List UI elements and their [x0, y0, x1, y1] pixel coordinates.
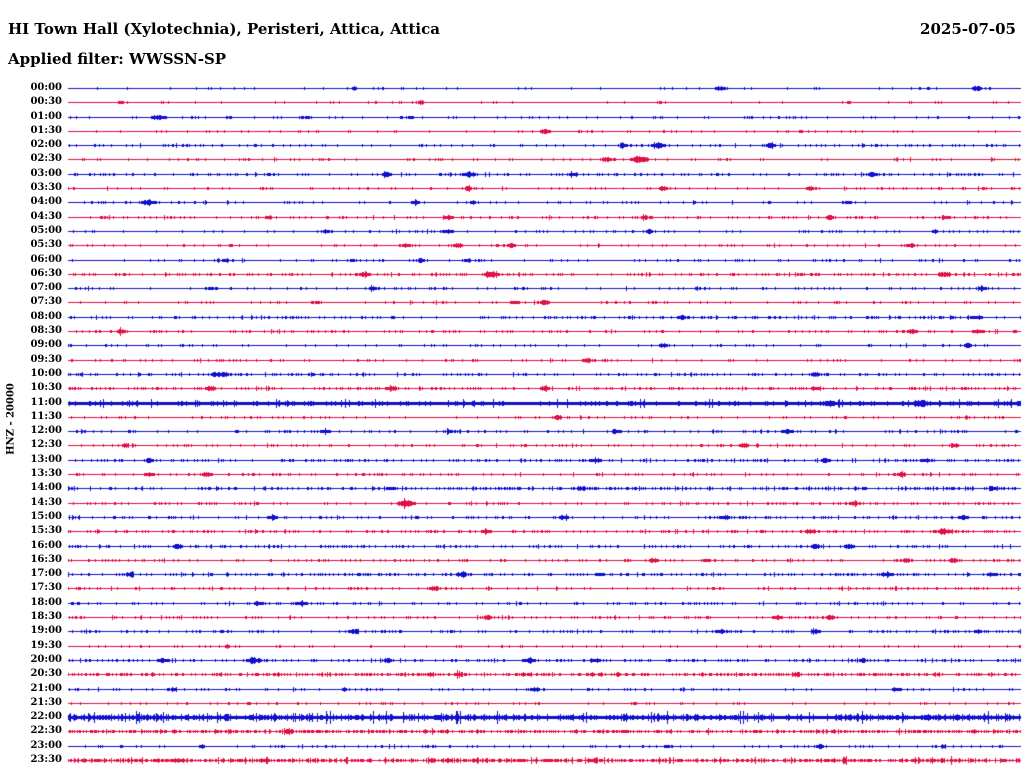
- time-label-0430: 04:30: [30, 211, 62, 222]
- time-label-1930: 19:30: [30, 640, 62, 651]
- time-label-0730: 07:30: [30, 296, 62, 307]
- time-label-0200: 02:00: [30, 139, 62, 150]
- time-label-1330: 13:30: [30, 468, 62, 479]
- time-label-1900: 19:00: [30, 625, 62, 636]
- time-label-1530: 15:30: [30, 525, 62, 536]
- time-label-0700: 07:00: [30, 282, 62, 293]
- time-label-0900: 09:00: [30, 339, 62, 350]
- time-label-0030: 00:30: [30, 96, 62, 107]
- time-label-2000: 20:00: [30, 654, 62, 665]
- time-label-1830: 18:30: [30, 611, 62, 622]
- time-label-0800: 08:00: [30, 311, 62, 322]
- time-label-0500: 05:00: [30, 225, 62, 236]
- time-label-0100: 01:00: [30, 111, 62, 122]
- time-label-1600: 16:00: [30, 540, 62, 551]
- time-label-0330: 03:30: [30, 182, 62, 193]
- time-label-2200: 22:00: [30, 711, 62, 722]
- time-label-1500: 15:00: [30, 511, 62, 522]
- time-label-0830: 08:30: [30, 325, 62, 336]
- time-label-1700: 17:00: [30, 568, 62, 579]
- time-label-1200: 12:00: [30, 425, 62, 436]
- time-label-2130: 21:30: [30, 697, 62, 708]
- time-label-2030: 20:30: [30, 668, 62, 679]
- time-label-1000: 10:00: [30, 368, 62, 379]
- time-label-0630: 06:30: [30, 268, 62, 279]
- time-label-0000: 00:00: [30, 82, 62, 93]
- time-label-1730: 17:30: [30, 582, 62, 593]
- time-label-2330: 23:30: [30, 754, 62, 765]
- time-label-1430: 14:30: [30, 497, 62, 508]
- time-label-0300: 03:00: [30, 168, 62, 179]
- time-label-0600: 06:00: [30, 254, 62, 265]
- time-label-1400: 14:00: [30, 482, 62, 493]
- time-label-1230: 12:30: [30, 439, 62, 450]
- time-label-0930: 09:30: [30, 354, 62, 365]
- time-label-2300: 23:00: [30, 740, 62, 751]
- time-label-1130: 11:30: [30, 411, 62, 422]
- time-label-0230: 02:30: [30, 153, 62, 164]
- time-label-1800: 18:00: [30, 597, 62, 608]
- time-label-0130: 01:30: [30, 125, 62, 136]
- time-label-1100: 11:00: [30, 397, 62, 408]
- time-label-1630: 16:30: [30, 554, 62, 565]
- time-label-0400: 04:00: [30, 196, 62, 207]
- time-label-0530: 05:30: [30, 239, 62, 250]
- time-label-2230: 22:30: [30, 725, 62, 736]
- time-label-1030: 10:30: [30, 382, 62, 393]
- time-label-1300: 13:00: [30, 454, 62, 465]
- time-label-2100: 21:00: [30, 683, 62, 694]
